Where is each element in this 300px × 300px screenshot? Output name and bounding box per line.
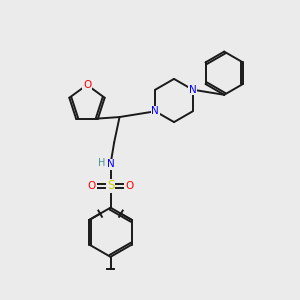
Text: O: O — [88, 181, 96, 191]
Text: O: O — [83, 80, 91, 90]
Text: S: S — [107, 179, 114, 192]
Text: H: H — [98, 158, 106, 168]
Text: N: N — [152, 106, 159, 116]
Text: N: N — [189, 85, 196, 95]
Text: N: N — [107, 159, 114, 169]
Text: O: O — [125, 181, 133, 191]
